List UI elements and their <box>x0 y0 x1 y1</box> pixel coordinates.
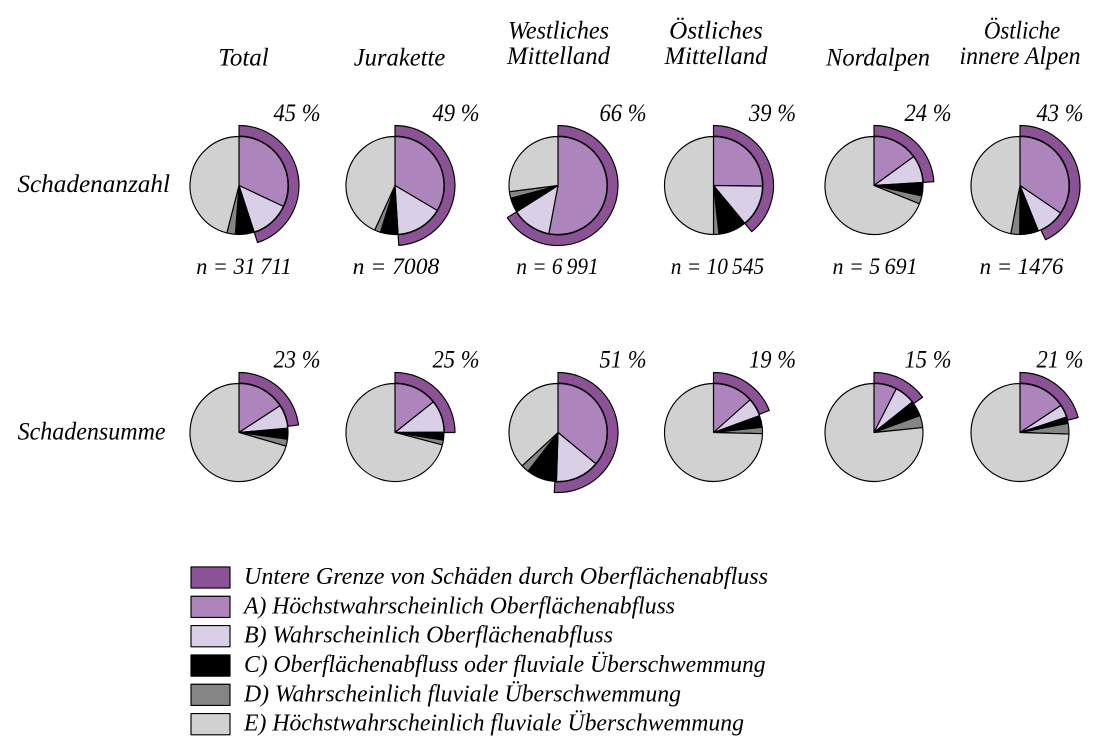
svg-text:45 %: 45 % <box>274 100 321 127</box>
svg-text:Schadensumme: Schadensumme <box>18 418 166 445</box>
svg-text:Total: Total <box>218 44 269 71</box>
svg-text:Schadenanzahl: Schadenanzahl <box>17 171 170 198</box>
svg-text:Westliches: Westliches <box>508 18 609 45</box>
svg-text:43 %: 43 % <box>1037 100 1084 127</box>
svg-text:Jurakette: Jurakette <box>354 44 446 71</box>
svg-text:innere Alpen: innere Alpen <box>960 43 1081 70</box>
svg-text:Östliche: Östliche <box>984 17 1060 45</box>
svg-text:C) Oberflächenabfluss oder flu: C) Oberflächenabfluss oder fluviale Über… <box>244 652 766 678</box>
svg-text:24 %: 24 % <box>905 100 952 127</box>
svg-text:49 %: 49 % <box>433 100 480 127</box>
svg-text:Östliches: Östliches <box>669 17 763 45</box>
svg-text:A) Höchstwahrscheinlich Oberfl: A) Höchstwahrscheinlich Oberflächenabflu… <box>242 593 675 619</box>
svg-text:n = 31 711: n = 31 711 <box>196 254 292 279</box>
svg-text:D) Wahrscheinlich fluviale Übe: D) Wahrscheinlich fluviale Überschwemmun… <box>243 681 681 707</box>
svg-text:E) Höchstwahrscheinlich fluvia: E) Höchstwahrscheinlich fluviale Übersch… <box>243 711 744 737</box>
svg-text:39 %: 39 % <box>748 100 796 127</box>
svg-text:15 %: 15 % <box>905 347 952 374</box>
svg-text:n = 7008: n = 7008 <box>353 254 440 279</box>
svg-text:n = 5 691: n = 5 691 <box>833 254 918 279</box>
svg-text:n = 10 545: n = 10 545 <box>671 254 764 279</box>
svg-text:Mittelland: Mittelland <box>664 43 768 70</box>
svg-text:23 %: 23 % <box>274 347 321 374</box>
svg-text:Nordalpen: Nordalpen <box>825 44 930 71</box>
svg-text:21 %: 21 % <box>1037 347 1084 374</box>
svg-text:66 %: 66 % <box>600 100 647 127</box>
svg-text:n = 6 991: n = 6 991 <box>516 254 598 279</box>
svg-text:B) Wahrscheinlich Oberflächena: B) Wahrscheinlich Oberflächenabfluss <box>244 623 613 649</box>
svg-text:25 %: 25 % <box>433 347 480 374</box>
svg-text:51 %: 51 % <box>600 347 647 374</box>
svg-text:Untere Grenze von Schäden durc: Untere Grenze von Schäden durch Oberfläc… <box>244 564 768 590</box>
svg-text:n = 1476: n = 1476 <box>980 254 1064 279</box>
svg-text:Mittelland: Mittelland <box>506 43 610 70</box>
svg-text:19 %: 19 % <box>749 347 796 374</box>
